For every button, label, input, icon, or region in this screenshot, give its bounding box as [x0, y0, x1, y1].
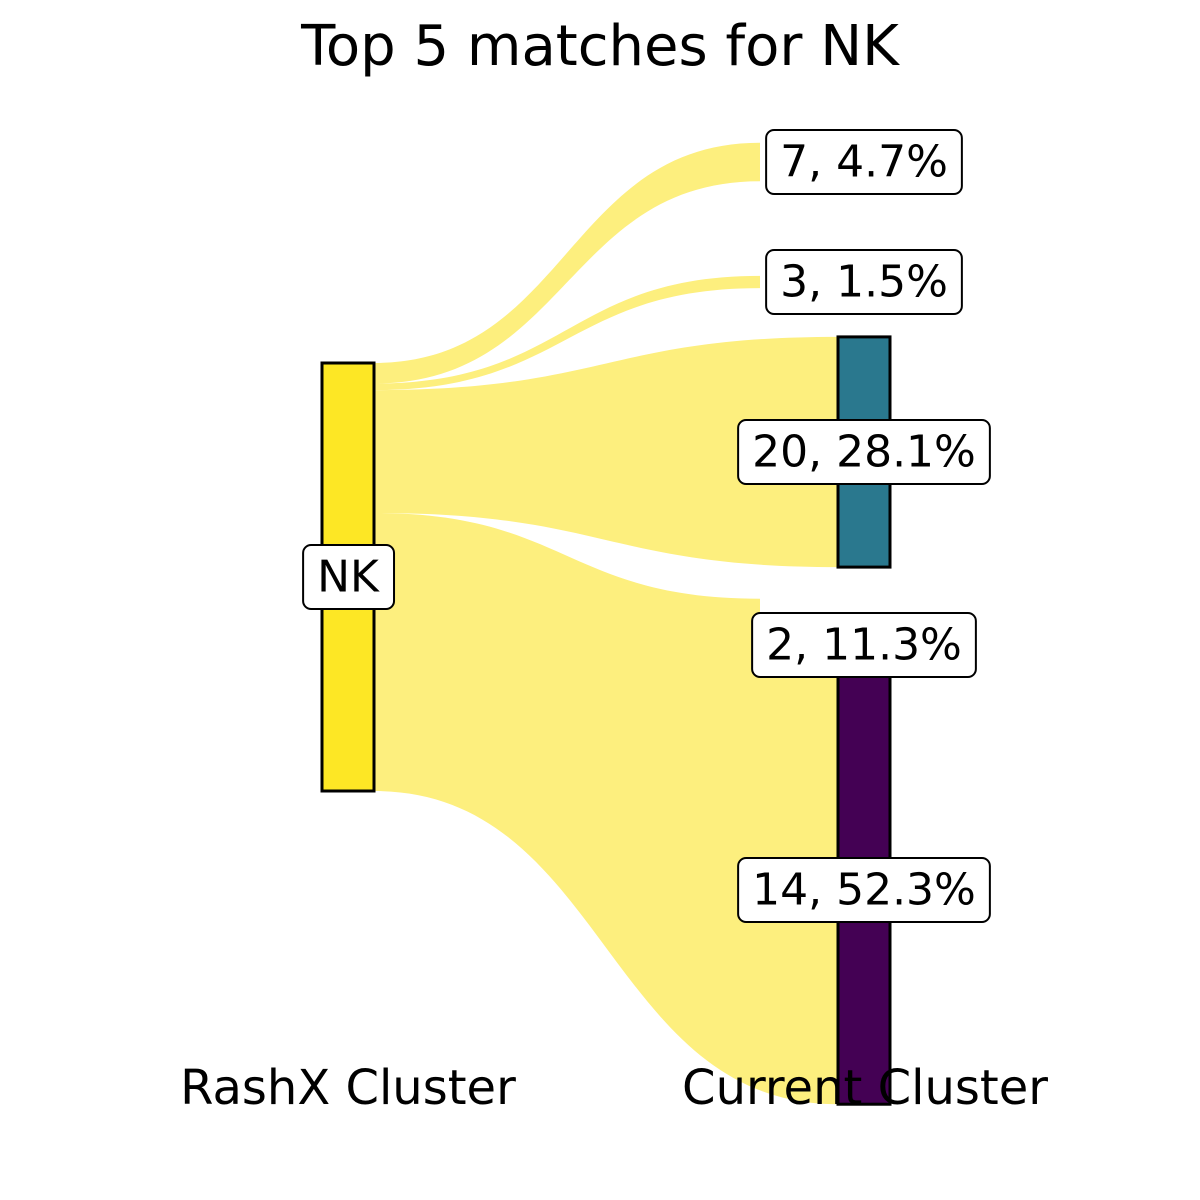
target-label-box-7	[765, 129, 963, 195]
flow-band-7	[374, 142, 760, 384]
flow-band-3	[374, 275, 760, 391]
chart-title: Top 5 matches for NK	[301, 14, 899, 79]
flow-band-14	[374, 562, 838, 1105]
source-label-box	[302, 544, 396, 610]
target-label-2: 2, 11.3%	[766, 620, 962, 671]
target-label-14: 14, 52.3%	[752, 865, 976, 916]
target-label-box-14	[737, 857, 991, 923]
target-label-box-3	[765, 249, 963, 315]
source-axis-label: RashX Cluster	[180, 1060, 516, 1116]
target-label-box-2	[751, 612, 977, 678]
flow-band-20	[374, 336, 838, 568]
source-label: NK	[317, 552, 380, 603]
target-label-3: 3, 1.5%	[780, 257, 948, 308]
label-group: 7, 4.7% 3, 1.5% 20, 28.1% 2, 11.3% 14, 52.3%…	[302, 129, 991, 923]
target-label-20: 20, 28.1%	[752, 427, 976, 478]
flow-group	[374, 142, 838, 1105]
target-label-7: 7, 4.7%	[780, 137, 948, 188]
target-label-box-20	[737, 419, 991, 485]
target-axis-label: Current Cluster	[682, 1060, 1048, 1116]
